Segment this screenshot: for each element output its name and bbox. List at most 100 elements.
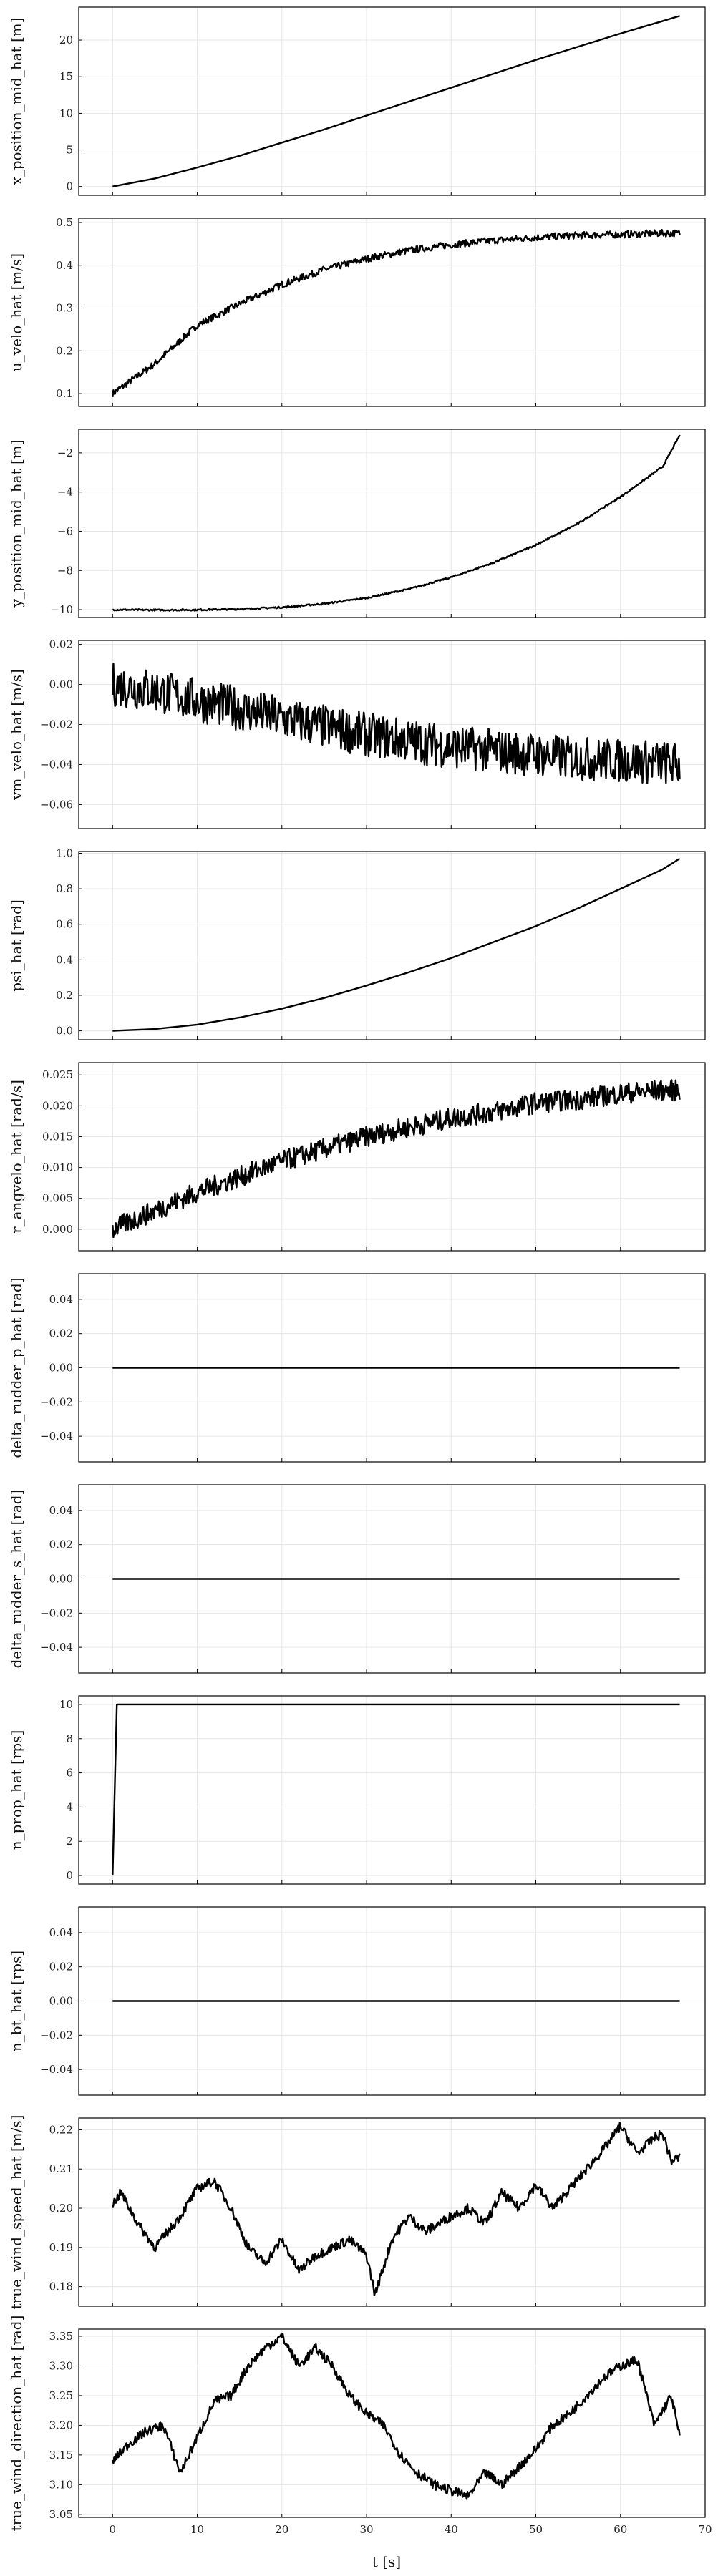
y-axis-label: u_velo_hat [m/s] [8,253,25,371]
y-axis-label: true_wind_direction_hat [rad] [8,2316,25,2532]
y-tick-label: 0.6 [56,918,73,931]
y-tick-label: 10 [59,107,73,119]
y-tick-label: 0.5 [56,216,73,229]
plot-frame [78,1695,706,1885]
y-tick-label: 0.4 [56,259,73,272]
y-tick-label: 3.05 [49,2508,73,2521]
y-tick-label: −0.06 [40,798,73,811]
y-tick-label: 0.18 [49,2280,73,2293]
x-tick-label: 10 [190,2523,204,2536]
plot-frame [78,2328,706,2518]
y-axis-label: delta_rudder_p_hat [rad] [8,1277,25,1458]
series-line [112,2122,681,2297]
x-tick-label: 70 [698,2523,712,2536]
chart-panel-3: −10 −8 −6 −4 −2 y_position_mid_hat [m] [8,429,706,618]
x-tick-label: 40 [445,2523,458,2536]
y-tick-label: 4 [66,1800,73,1813]
y-tick-label: −6 [57,525,73,537]
y-tick-label: 0.015 [42,1130,73,1143]
x-tick-label: 0 [110,2523,117,2536]
y-axis-label: psi_hat [rad] [8,899,25,992]
y-tick-label: −0.02 [40,1395,73,1408]
y-tick-label: 3.35 [49,2330,73,2343]
y-tick-label: 0.04 [49,1293,73,1306]
y-tick-label: −10 [50,603,73,616]
y-tick-label: −0.04 [40,1430,73,1443]
x-tick-label: 20 [275,2523,288,2536]
series-line [112,857,681,1032]
plot-frame [78,851,706,1040]
y-tick-label: 0.04 [49,1926,73,1939]
chart-panel-8: −0.04 −0.02 0.00 0.02 0.04 delta_rudder_s_hat… [8,1484,706,1674]
plot-frame [78,2117,706,2307]
y-tick-label: 0.025 [42,1068,73,1081]
y-tick-label: −2 [57,447,73,459]
y-tick-label: 3.10 [49,2478,73,2491]
y-tick-label: 0.02 [49,1961,73,1974]
y-tick-label: −8 [57,564,73,577]
chart-panel-11: 0.18 0.19 0.20 0.21 0.22 true_wind_speed_hat … [8,2115,706,2310]
y-tick-label: 0.00 [49,1995,73,2008]
y-tick-label: 0.19 [49,2241,73,2254]
y-tick-label: 0 [66,1869,73,1882]
y-tick-label: 0.00 [49,1362,73,1375]
series-line [112,2332,681,2500]
y-tick-label: 0.3 [56,302,73,315]
y-tick-label: 0.1 [56,387,73,400]
y-tick-label: 0.02 [49,1327,73,1340]
plot-frame [78,1484,706,1674]
chart-panel-9: 0 2 4 6 8 10 n_prop_hat [rps] [8,1695,706,1885]
y-axis-label: y_position_mid_hat [m] [8,439,25,608]
y-tick-label: 0.04 [49,1504,73,1517]
series-line [112,1079,681,1239]
x-axis-label: t [s] [372,2553,401,2570]
y-tick-label: −0.02 [40,1606,73,1619]
chart-panel-12: 3.05 3.10 3.15 3.20 3.25 3.30 3.35 0 10 20 30 40 50 6… [8,2316,712,2536]
y-tick-label: 3.30 [49,2359,73,2372]
y-tick-label: 0.8 [56,882,73,895]
y-tick-label: 0.02 [49,1538,73,1551]
y-tick-label: 0.4 [56,953,73,966]
y-tick-label: 0 [66,180,73,193]
y-tick-label: 3.25 [49,2389,73,2402]
series-line [112,229,681,397]
y-tick-label: 0.005 [42,1192,73,1205]
y-tick-label: 10 [59,1698,73,1711]
y-tick-label: 5 [66,144,73,157]
y-axis-label: n_prop_hat [rps] [8,1730,25,1850]
y-tick-label: 0.020 [42,1099,73,1112]
y-tick-label: 20 [59,34,73,47]
y-axis-label: x_position_mid_hat [m] [8,17,25,185]
y-tick-label: 0.21 [49,2162,73,2175]
y-tick-label: 0.00 [49,678,73,691]
y-tick-label: 6 [66,1767,73,1780]
y-tick-label: 0.02 [49,638,73,651]
plot-frame [78,429,706,618]
plot-frame [78,6,706,196]
x-tick-label: 50 [529,2523,543,2536]
y-axis-label: delta_rudder_s_hat [rad] [8,1490,25,1669]
y-tick-label: 0.2 [56,989,73,1002]
y-axis-label: r_angvelo_hat [rad/s] [8,1080,25,1234]
chart-panel-6: 0.000 0.005 0.010 0.015 0.020 0.025 r_angvelo_… [8,1062,706,1252]
y-tick-label: 0.20 [49,2202,73,2215]
plot-frame [78,1062,706,1252]
y-tick-label: 2 [66,1835,73,1848]
series-line [112,663,681,784]
y-tick-label: 0.010 [42,1161,73,1174]
y-tick-label: −0.04 [40,758,73,771]
x-tick-label: 60 [613,2523,627,2536]
series-line [112,15,680,187]
y-tick-label: −4 [57,486,73,499]
y-tick-label: 3.15 [49,2449,73,2462]
plot-frame [78,1273,706,1463]
plot-frame [78,1906,706,2096]
plot-frame [78,640,706,829]
series-line [112,434,681,612]
chart-panel-7: −0.04 −0.02 0.00 0.02 0.04 delta_rudder_p_hat… [8,1273,706,1463]
y-axis-label: true_wind_speed_hat [m/s] [8,2115,25,2310]
y-axis-label: n_bt_hat [rps] [8,1951,25,2051]
chart-panel-1: 0 5 10 15 20 x_position_mid_hat [m] [8,6,706,196]
y-tick-label: 3.20 [49,2419,73,2431]
y-tick-label: 0.22 [49,2123,73,2136]
